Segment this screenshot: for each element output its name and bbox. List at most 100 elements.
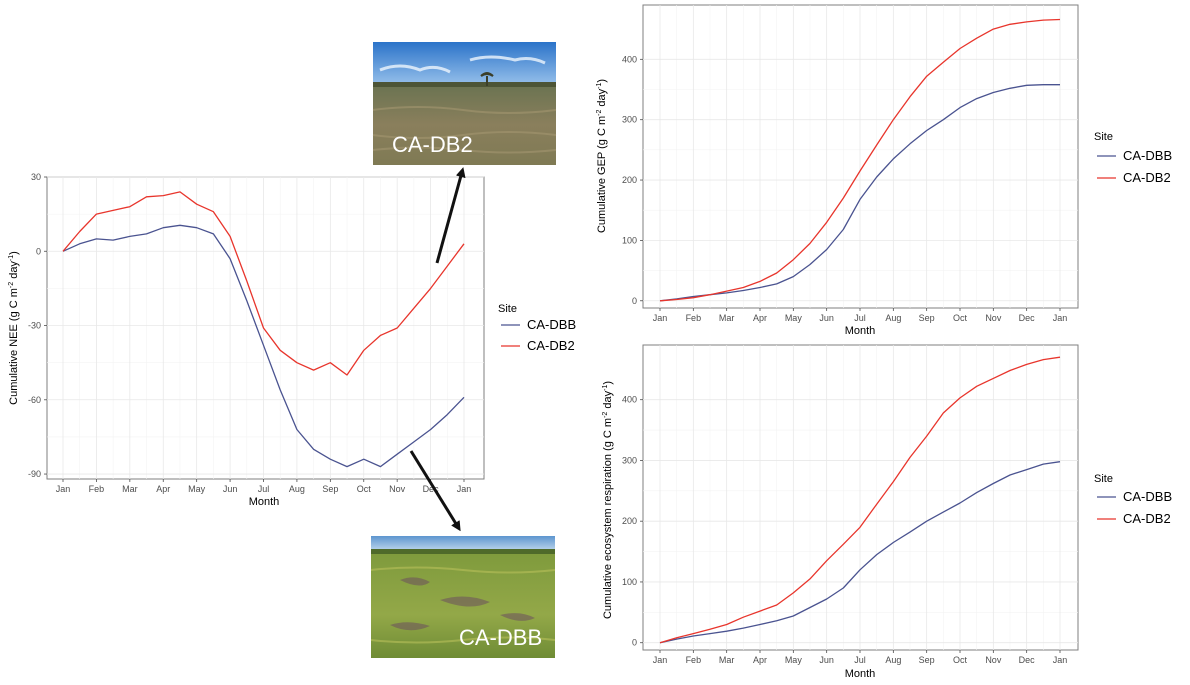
nee-x-tick-label: Sep <box>322 484 338 494</box>
nee-legend-label-dbb: CA-DBB <box>527 317 576 332</box>
er-y-title-mid: day <box>602 390 614 411</box>
er-x-axis-title: Month <box>845 668 876 680</box>
er-legend-label-db2: CA-DB2 <box>1123 511 1171 526</box>
er-chart: 0 100 200 300 400 Jan Feb Mar Apr May Jun Jul Aug Se… <box>602 344 1172 680</box>
er-x-tick-label: Feb <box>686 655 702 665</box>
er-series-ca-db2-line <box>659 356 1061 644</box>
gep-y-title-end: ) <box>596 79 608 83</box>
er-y-title-sup2: -1 <box>602 385 609 391</box>
nee-x-tick-label: Jul <box>258 484 270 494</box>
gep-y-tick-label: 200 <box>622 175 637 185</box>
gep-plot-background <box>642 4 1079 309</box>
nee-y-ticks: 30 0 -30 -60 -90 <box>28 172 47 479</box>
gep-x-tick-label: Aug <box>885 313 901 323</box>
gep-chart: 0 100 200 300 400 Jan Feb Mar Apr May Jun Jul Aug Se… <box>596 4 1172 337</box>
er-x-tick-label: Apr <box>753 655 767 665</box>
gep-x-ticks: Jan Feb Mar Apr May Jun Jul Aug Sep Oct Nov Dec Jan <box>653 308 1068 323</box>
er-x-tick-label: Nov <box>985 655 1002 665</box>
er-x-tick-label: Mar <box>719 655 735 665</box>
er-x-tick-label: Sep <box>919 655 935 665</box>
nee-x-tick-label: Oct <box>357 484 372 494</box>
photo-ca-dbb-label: CA-DBB <box>459 625 542 650</box>
gep-x-tick-label: Jan <box>1053 313 1068 323</box>
nee-series-ca-dbb-line <box>62 224 465 468</box>
er-x-tick-label: Jun <box>819 655 834 665</box>
gep-y-title-sup1: -2 <box>596 110 603 116</box>
nee-legend-label-db2: CA-DB2 <box>527 338 575 353</box>
gep-legend: Site CA-DBB CA-DB2 <box>1094 131 1172 185</box>
nee-y-title-sup1: -2 <box>8 282 15 288</box>
gep-y-tick-label: 0 <box>632 296 637 306</box>
nee-x-tick-label: Mar <box>122 484 138 494</box>
er-legend: Site CA-DBB CA-DB2 <box>1094 473 1172 526</box>
er-y-tick-label: 200 <box>622 516 637 526</box>
nee-x-ticks: Jan Feb Mar Apr May Jun Jul Aug Sep Oct Nov Dec Jan <box>56 479 472 494</box>
gep-x-tick-label: Feb <box>686 313 702 323</box>
er-x-ticks: Jan Feb Mar Apr May Jun Jul Aug Sep Oct Nov Dec Jan <box>653 650 1067 665</box>
nee-x-tick-label: Nov <box>389 484 406 494</box>
nee-legend: Site CA-DBB CA-DB2 <box>498 303 576 353</box>
gep-x-tick-label: Jul <box>854 313 866 323</box>
er-y-title-end: ) <box>602 381 614 385</box>
photo-ca-dbb-treeline <box>371 549 555 554</box>
photo-ca-db2-sky <box>373 42 556 87</box>
nee-y-tick-label: -30 <box>28 321 41 331</box>
er-series-ca-dbb-line <box>659 461 1061 644</box>
gep-legend-label-db2: CA-DB2 <box>1123 170 1171 185</box>
arrow-to-ca-db2 <box>435 167 466 264</box>
er-x-tick-label: Jul <box>854 655 866 665</box>
photo-ca-db2-treeline <box>373 82 556 87</box>
nee-x-axis-title: Month <box>249 496 280 508</box>
gep-y-axis-title: Cumulative GEP (g C m-2 day-1) <box>596 79 608 233</box>
nee-y-tick-label: -60 <box>28 395 41 405</box>
photo-ca-db2-clouds <box>379 55 546 74</box>
nee-chart: 30 0 -30 -60 -90 Jan Feb Mar Apr May Jun Jul Aug Sep… <box>8 172 576 508</box>
nee-y-tick-label: 30 <box>31 172 41 182</box>
er-legend-label-dbb: CA-DBB <box>1123 489 1172 504</box>
nee-x-tick-label: Jan <box>457 484 472 494</box>
gep-grid <box>643 5 1078 308</box>
gep-y-tick-label: 100 <box>622 235 637 245</box>
er-x-tick-label: Aug <box>885 655 901 665</box>
er-legend-title: Site <box>1094 473 1113 485</box>
gep-series-ca-dbb-line <box>659 84 1060 302</box>
gep-y-ticks: 0 100 200 300 400 <box>622 54 643 306</box>
photo-ca-dbb: CA-DBB <box>370 536 556 658</box>
nee-y-title-mid: day <box>8 261 20 282</box>
gep-y-title-mid: day <box>596 88 608 109</box>
er-y-tick-label: 400 <box>622 395 637 405</box>
gep-x-axis-title: Month <box>845 325 876 337</box>
er-y-tick-label: 300 <box>622 455 637 465</box>
er-y-tick-label: 0 <box>632 638 637 648</box>
er-plot-background <box>642 344 1079 651</box>
nee-series <box>62 191 465 468</box>
gep-x-tick-label: Jan <box>653 313 668 323</box>
nee-plot-background <box>46 176 485 480</box>
gep-x-tick-label: Oct <box>953 313 968 323</box>
er-x-tick-label: Dec <box>1019 655 1036 665</box>
photo-ca-db2-label: CA-DB2 <box>392 132 473 157</box>
er-series <box>659 356 1061 644</box>
nee-x-tick-label: Aug <box>289 484 305 494</box>
er-y-axis-title: Cumulative ecosystem respiration (g C m-… <box>602 381 614 619</box>
nee-y-tick-label: -90 <box>28 469 41 479</box>
er-x-tick-label: Jan <box>653 655 668 665</box>
arrow-to-ca-dbb <box>409 450 461 532</box>
photo-ca-dbb-pools <box>390 577 535 631</box>
er-grid <box>643 345 1078 650</box>
er-x-tick-label: Oct <box>953 655 968 665</box>
gep-x-tick-label: Sep <box>919 313 935 323</box>
er-x-tick-label: May <box>785 655 803 665</box>
gep-x-tick-label: Apr <box>753 313 767 323</box>
gep-x-tick-label: May <box>785 313 803 323</box>
gep-series-ca-db2-line <box>659 18 1061 302</box>
nee-x-tick-label: Dec <box>423 484 440 494</box>
photo-ca-db2: CA-DB2 <box>372 42 557 165</box>
nee-x-tick-label: May <box>188 484 206 494</box>
er-y-tick-label: 100 <box>622 577 637 587</box>
photo-ca-db2-grass-texture <box>372 106 557 154</box>
nee-y-title-sup2: -1 <box>8 255 15 261</box>
gep-y-tick-label: 400 <box>622 54 637 64</box>
nee-x-tick-label: Jan <box>56 484 71 494</box>
